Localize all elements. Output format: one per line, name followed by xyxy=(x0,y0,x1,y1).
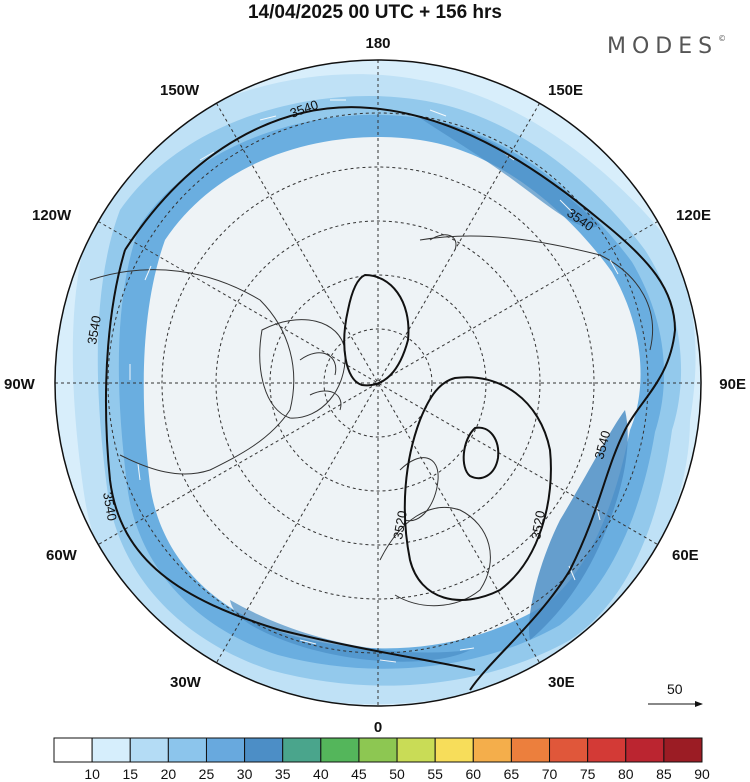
wind-arrow xyxy=(609,259,619,275)
contour-label: 3540 xyxy=(591,429,613,461)
colorbar-swatch xyxy=(549,737,589,763)
brand-logo: MODES© xyxy=(607,34,726,59)
colorbar-swatch xyxy=(53,737,93,763)
lon-label-150e: 150E xyxy=(548,82,583,99)
wind-arrow xyxy=(259,115,277,121)
contour-3520-east-low xyxy=(403,376,552,601)
colorbar-tick-label: 10 xyxy=(84,766,100,782)
jet-max-east xyxy=(529,410,628,640)
graticule xyxy=(55,60,701,706)
coast-greenland xyxy=(259,319,346,419)
wind-arrow xyxy=(299,639,317,645)
colorbar-swatch xyxy=(663,737,703,763)
coastlines xyxy=(89,234,654,607)
colorbar-tick-label: 15 xyxy=(122,766,138,782)
colorbar: 10 15 20 25 30 35 40 45 50 55 60 65 70 75 80 85 90 xyxy=(53,737,710,782)
lon-label-90w: 90W xyxy=(4,376,36,393)
lon-label-150w: 150W xyxy=(160,82,200,99)
coast-siberia-islands xyxy=(429,234,457,251)
colorbar-swatch xyxy=(358,737,398,763)
colorbar-tick-label: 60 xyxy=(466,766,482,782)
jet-max-south xyxy=(230,600,470,662)
brand-mark: © xyxy=(718,34,727,43)
colorbar-tick-label: 30 xyxy=(237,766,253,782)
lon-label-90e: 90E xyxy=(719,376,746,393)
colorbar-swatch xyxy=(205,737,246,763)
coast-arctic-archipelago xyxy=(299,352,342,411)
colorbar-tick-label: 25 xyxy=(199,766,215,782)
colorbar-tick-label: 45 xyxy=(351,766,367,782)
colorbar-tick-label: 40 xyxy=(313,766,329,782)
contour-label: 3520 xyxy=(528,509,548,540)
coast-europe xyxy=(379,506,491,607)
wind-arrow xyxy=(379,659,397,663)
colorbar-tick-label: 50 xyxy=(389,766,405,782)
contour-inner-center xyxy=(462,426,500,480)
wind-arrow xyxy=(559,199,573,213)
height-contours xyxy=(105,106,677,691)
map-title: 14/04/2025 00 UTC + 156 hrs xyxy=(247,2,503,23)
colorbar-tick-label: 70 xyxy=(542,766,558,782)
lon-label-180: 180 xyxy=(365,35,390,52)
colorbar-tick-label: 35 xyxy=(275,766,291,782)
lon-label-0: 0 xyxy=(374,719,382,736)
contour-3520-west-low xyxy=(343,273,410,387)
colorbar-swatch xyxy=(244,737,284,763)
colorbar-swatch xyxy=(320,737,360,763)
wind-arrow xyxy=(459,647,475,651)
contour-label: 3540 xyxy=(84,314,104,345)
colorbar-swatch xyxy=(434,737,474,763)
coast-scandinavia xyxy=(399,457,439,522)
lon-label-30w: 30W xyxy=(170,674,202,691)
colorbar-swatch xyxy=(625,737,665,763)
colorbar-swatch xyxy=(472,737,512,763)
colorbar-swatch xyxy=(587,737,627,763)
colorbar-tick-label: 55 xyxy=(427,766,443,782)
colorbar-swatch xyxy=(510,737,551,763)
inner-calm-region xyxy=(143,136,641,649)
brand-text: MODES xyxy=(607,34,719,59)
lon-label-30e: 30E xyxy=(548,674,575,691)
colorbar-swatch xyxy=(396,737,436,763)
wind-arrow xyxy=(199,151,215,161)
lon-label-120w: 120W xyxy=(32,207,72,224)
colorbar-swatch xyxy=(129,737,169,763)
map-border xyxy=(54,59,702,707)
colorbar-swatch xyxy=(91,737,131,763)
lon-label-60w: 60W xyxy=(46,547,78,564)
contour-label: 3540 xyxy=(100,491,120,522)
coast-north-america xyxy=(89,269,295,475)
map-disc xyxy=(55,60,701,706)
colorbar-tick-label: 75 xyxy=(580,766,596,782)
colorbar-swatch xyxy=(167,737,207,763)
reference-vector-label: 50 xyxy=(667,681,683,697)
colorbar-tick-label: 80 xyxy=(618,766,634,782)
lon-label-120e: 120E xyxy=(676,207,711,224)
wind-arrow xyxy=(429,109,447,117)
wind-arrow xyxy=(137,463,141,481)
colorbar-tick-label: 65 xyxy=(504,766,520,782)
wind-arrow xyxy=(144,265,152,281)
colorbar-tick-label: 90 xyxy=(694,766,710,782)
lon-label-60e: 60E xyxy=(672,547,699,564)
contour-3540 xyxy=(105,106,677,691)
colorbar-tick-label: 85 xyxy=(656,766,672,782)
jet-max-north xyxy=(420,118,600,228)
contour-label: 3520 xyxy=(390,509,410,540)
colorbar-swatch xyxy=(282,737,322,763)
colorbar-tick-label: 20 xyxy=(161,766,177,782)
